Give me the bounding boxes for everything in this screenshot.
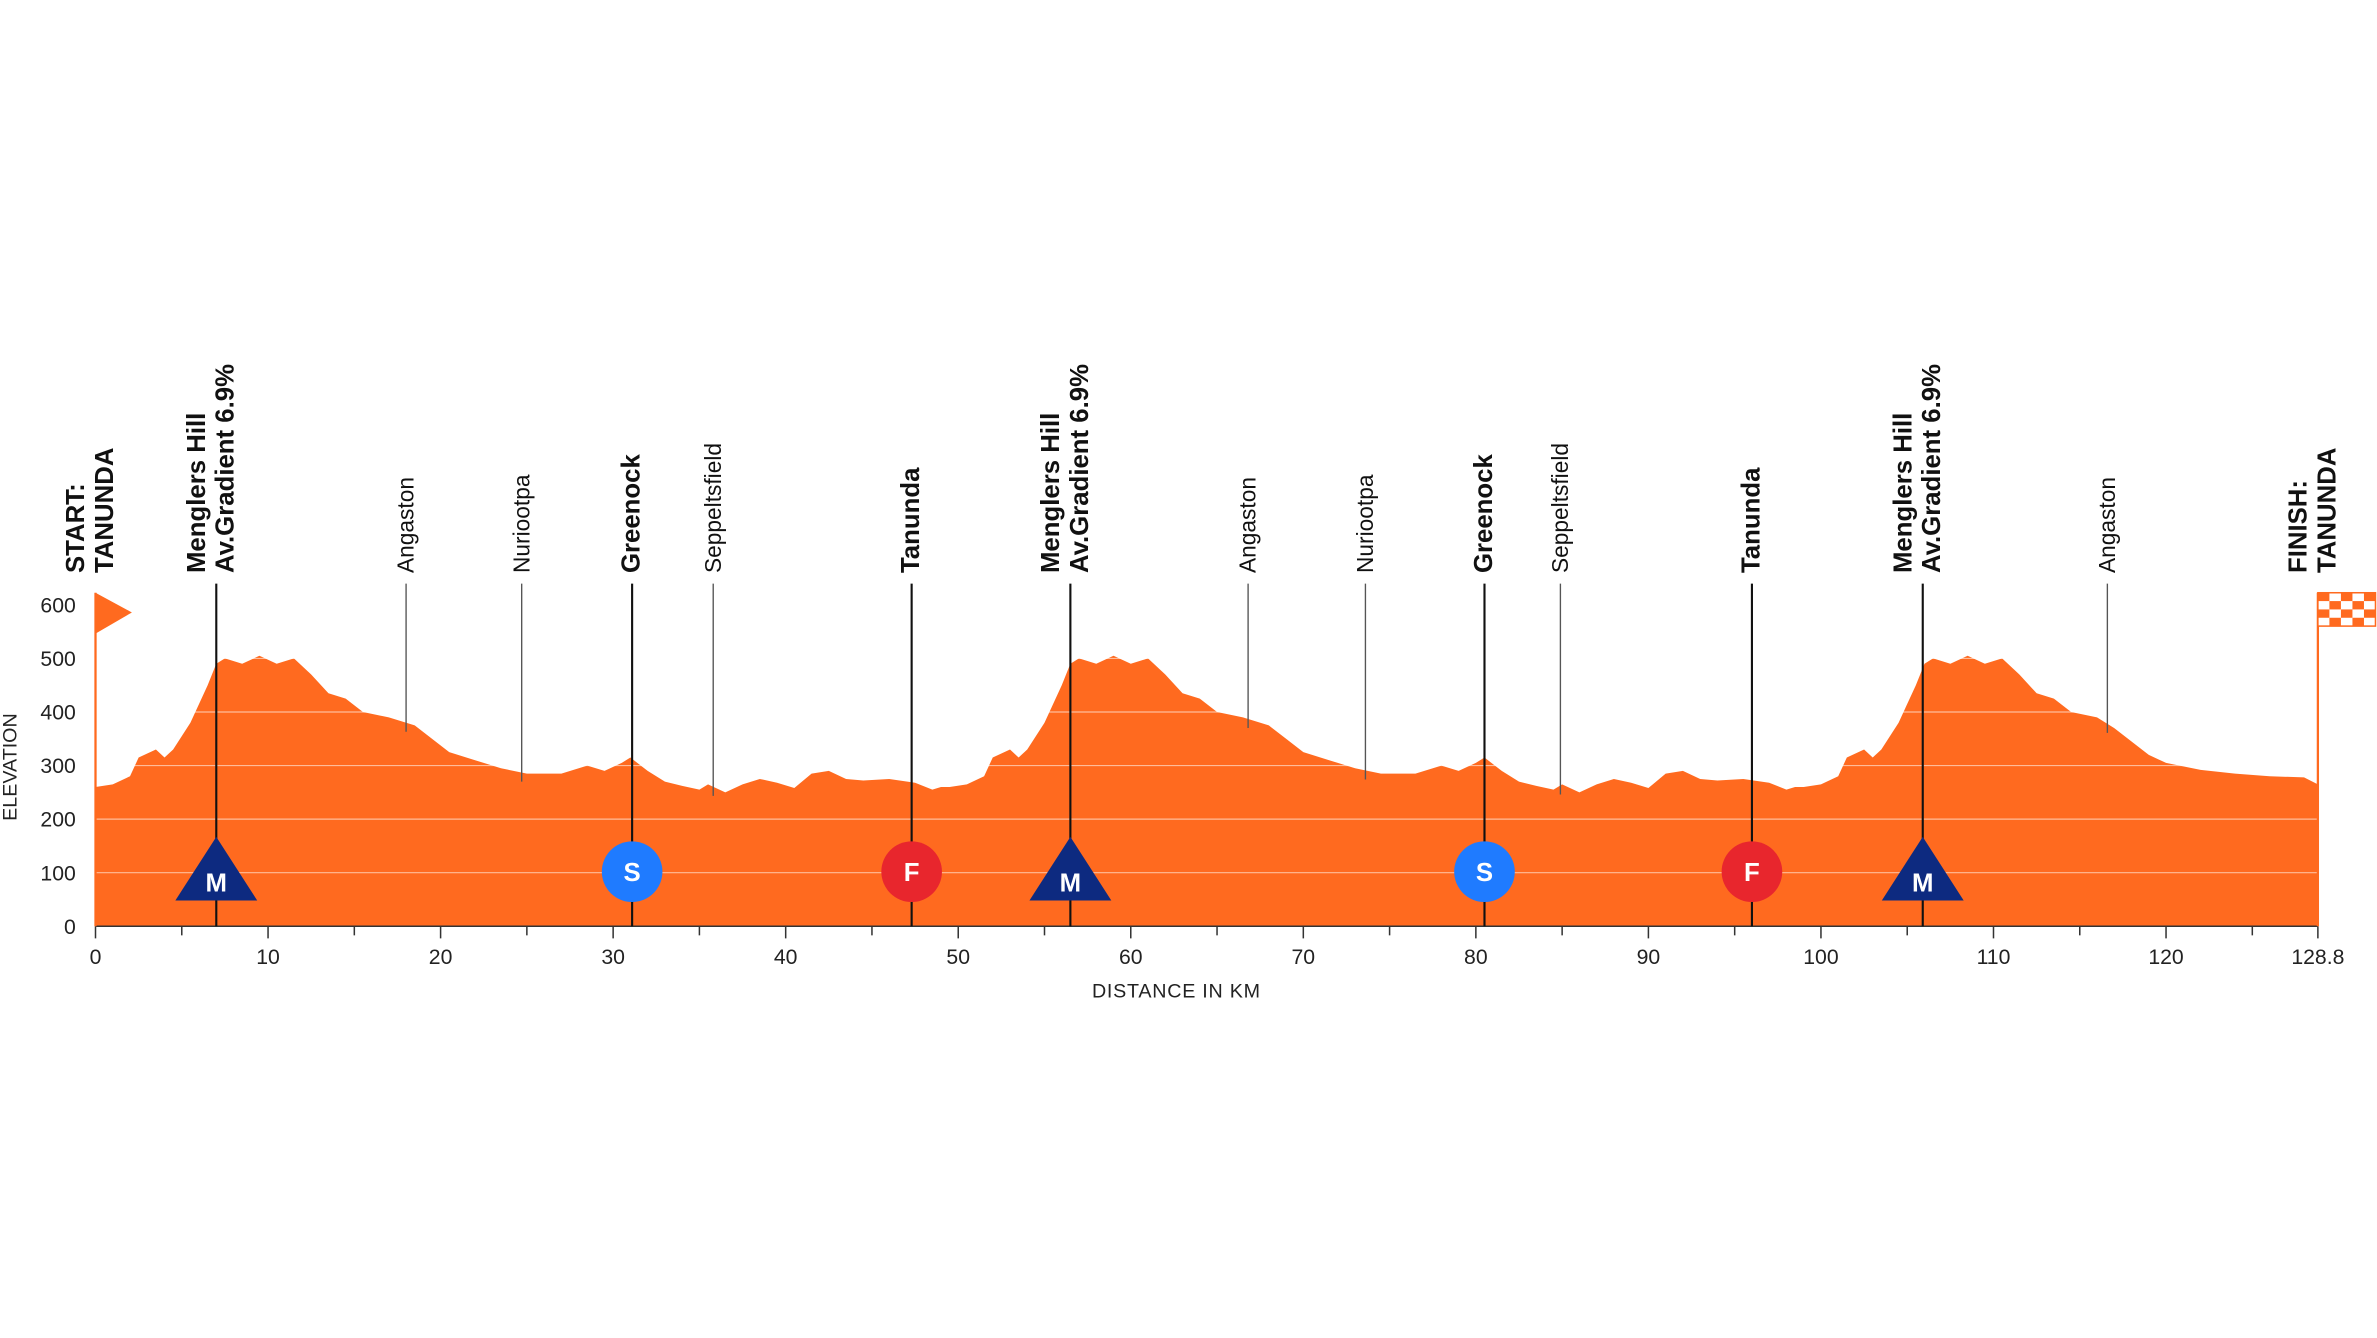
x-tick-label: 110: [1977, 946, 2011, 969]
waypoint-label: Greenock: [1470, 454, 1498, 574]
x-tick-label: 20: [429, 946, 453, 969]
x-axis-label: DISTANCE IN KM: [1092, 981, 1261, 1003]
waypoint-label: Nuriootpa: [508, 474, 534, 573]
kom-icon: [1881, 836, 1964, 901]
waypoint-label: Angaston: [393, 477, 419, 573]
x-tick-label: 10: [256, 946, 280, 969]
x-tick-label: 60: [1119, 946, 1143, 969]
waypoint-label: TANUNDA: [2313, 448, 2341, 573]
waypoint-label: Seppeltsfield: [700, 443, 726, 573]
sprint-icon: [1721, 841, 1783, 903]
icon-letter: M: [1060, 869, 1081, 897]
icon-letter: S: [624, 859, 641, 887]
y-tick-label: 500: [40, 648, 75, 671]
kom-icon: [1029, 836, 1112, 901]
x-tick-label: 100: [1803, 946, 1838, 969]
sprint-icon: [1454, 841, 1515, 903]
y-tick-label: 200: [40, 809, 75, 832]
waypoint-label: Av.Gradient 6.9%: [1918, 364, 1946, 573]
y-tick-label: 100: [40, 862, 75, 885]
waypoint-label: Greenock: [618, 454, 646, 574]
waypoint-label: START:: [62, 483, 90, 573]
y-axis-label: ELEVATION: [0, 713, 22, 821]
waypoint-icon: M: [1881, 836, 1964, 901]
x-tick-label: 90: [1637, 946, 1661, 969]
waypoint-label: Av.Gradient 6.9%: [1066, 364, 1094, 573]
waypoint-label: Menglers Hill: [1889, 413, 1917, 573]
waypoint-icon: F: [881, 841, 942, 903]
x-tick-label: 120: [2148, 946, 2183, 969]
y-tick-label: 400: [40, 702, 75, 725]
finish-flag: [2317, 591, 2377, 627]
y-tick-label: 300: [40, 755, 75, 778]
waypoint-label: Angaston: [2094, 477, 2120, 573]
x-tick-label: 70: [1292, 946, 1316, 969]
waypoint-icon: M: [1029, 836, 1112, 901]
icon-letter: F: [1744, 859, 1760, 887]
waypoint-label: Nuriootpa: [1352, 474, 1378, 573]
waypoint-label: Angaston: [1235, 477, 1261, 573]
waypoint-label: Av.Gradient 6.9%: [212, 364, 240, 573]
waypoint-label: FINISH:: [2285, 480, 2313, 573]
x-tick-label: 30: [601, 946, 625, 969]
waypoint-label: Menglers Hill: [183, 413, 211, 573]
start-flag: [95, 592, 132, 634]
x-tick-label: 128.8: [2291, 946, 2344, 969]
x-tick-label: 40: [774, 946, 798, 969]
elevation-area: [95, 655, 2318, 927]
flags: [94, 591, 2377, 927]
icon-letter: M: [206, 869, 227, 897]
sprint-icon: [601, 841, 663, 903]
kom-icon: [175, 836, 258, 901]
waypoint-icon: S: [601, 841, 663, 903]
x-tick-label: 80: [1464, 946, 1488, 969]
waypoint-icon: M: [175, 836, 258, 901]
waypoint-icon: F: [1721, 841, 1783, 903]
x-tick-label: 0: [90, 946, 102, 969]
waypoint-label: TANUNDA: [91, 448, 119, 573]
sprint-icon: [881, 841, 942, 903]
y-tick-label: 0: [64, 916, 76, 939]
x-tick-label: 50: [946, 946, 970, 969]
waypoint-icon: S: [1454, 841, 1515, 903]
waypoint-label: Seppeltsfield: [1547, 443, 1573, 573]
icon-letter: S: [1476, 859, 1493, 887]
waypoint-label: Menglers Hill: [1037, 413, 1065, 573]
icon-letter: M: [1912, 869, 1933, 897]
icon-letter: F: [904, 859, 920, 887]
waypoint-label: Tanunda: [1738, 467, 1766, 573]
waypoint-label: Tanunda: [897, 467, 925, 573]
y-tick-label: 600: [40, 594, 75, 617]
